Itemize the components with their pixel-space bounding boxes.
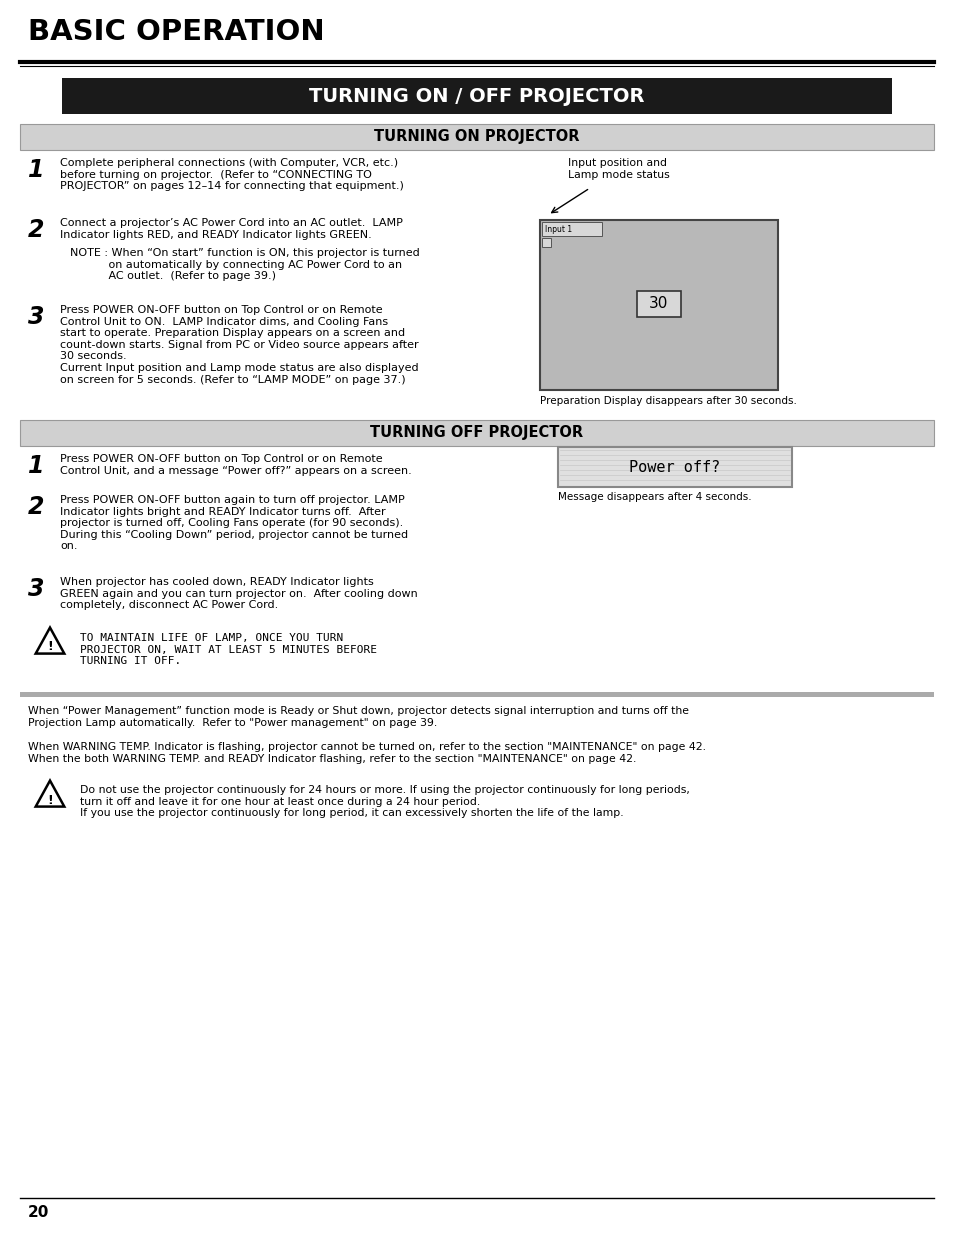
Text: When “Power Management” function mode is Ready or Shut down, projector detects s: When “Power Management” function mode is… (28, 706, 688, 727)
Bar (541, 238, 551, 247)
Text: BASIC OPERATION: BASIC OPERATION (28, 19, 324, 46)
Text: Preparation Display disappears after 30 seconds.: Preparation Display disappears after 30 … (539, 396, 796, 406)
Text: Press POWER ON-OFF button again to turn off projector. LAMP
Indicator lights bri: Press POWER ON-OFF button again to turn … (60, 495, 408, 551)
Text: TO MAINTAIN LIFE OF LAMP, ONCE YOU TURN
PROJECTOR ON, WAIT AT LEAST 5 MINUTES BE: TO MAINTAIN LIFE OF LAMP, ONCE YOU TURN … (80, 634, 376, 666)
Text: 2: 2 (28, 495, 45, 519)
Bar (62, 78, 891, 114)
Text: Power off?: Power off? (629, 459, 720, 474)
Text: TURNING ON PROJECTOR: TURNING ON PROJECTOR (374, 130, 579, 144)
Text: Press POWER ON-OFF button on Top Control or on Remote
Control Unit to ON.  LAMP : Press POWER ON-OFF button on Top Control… (60, 305, 418, 384)
Text: When projector has cooled down, READY Indicator lights
GREEN again and you can t: When projector has cooled down, READY In… (60, 577, 417, 610)
Text: Connect a projector’s AC Power Cord into an AC outlet.  LAMP
Indicator lights RE: Connect a projector’s AC Power Cord into… (60, 219, 402, 240)
Text: NOTE : When “On start” function is ON, this projector is turned
           on au: NOTE : When “On start” function is ON, t… (70, 248, 419, 282)
Text: 30: 30 (649, 296, 668, 311)
Text: TURNING OFF PROJECTOR: TURNING OFF PROJECTOR (370, 426, 583, 441)
Text: Press POWER ON-OFF button on Top Control or on Remote
Control Unit, and a messag: Press POWER ON-OFF button on Top Control… (60, 454, 412, 475)
Bar (20, 420, 933, 446)
Bar (637, 291, 680, 317)
Text: Do not use the projector continuously for 24 hours or more. If using the project: Do not use the projector continuously fo… (80, 785, 689, 819)
Text: TURNING ON / OFF PROJECTOR: TURNING ON / OFF PROJECTOR (309, 86, 644, 105)
Text: Complete peripheral connections (with Computer, VCR, etc.)
before turning on pro: Complete peripheral connections (with Co… (60, 158, 403, 191)
Bar (539, 220, 778, 390)
Text: Input position and
Lamp mode status: Input position and Lamp mode status (567, 158, 669, 179)
Bar (558, 447, 791, 487)
Text: 1: 1 (28, 158, 45, 182)
Text: 20: 20 (28, 1205, 50, 1220)
Text: 2: 2 (28, 219, 45, 242)
Text: !: ! (47, 794, 52, 806)
Text: !: ! (47, 641, 52, 653)
Text: 1: 1 (28, 454, 45, 478)
Text: Input 1: Input 1 (544, 225, 572, 233)
Text: 3: 3 (28, 577, 45, 601)
Bar (541, 222, 601, 236)
Text: When WARNING TEMP. Indicator is flashing, projector cannot be turned on, refer t: When WARNING TEMP. Indicator is flashing… (28, 742, 705, 763)
Text: Message disappears after 4 seconds.: Message disappears after 4 seconds. (558, 492, 751, 501)
Bar (20, 692, 933, 697)
Text: 3: 3 (28, 305, 45, 329)
Bar (20, 124, 933, 149)
